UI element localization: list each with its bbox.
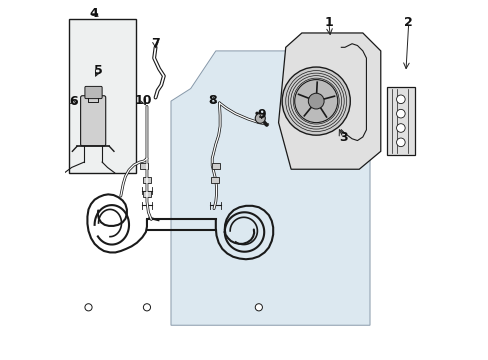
Circle shape: [282, 67, 349, 135]
Text: 6: 6: [69, 95, 77, 108]
Polygon shape: [278, 33, 380, 169]
FancyBboxPatch shape: [81, 96, 105, 146]
Text: 3: 3: [338, 131, 346, 144]
Text: 7: 7: [151, 37, 160, 50]
Circle shape: [255, 113, 265, 123]
FancyBboxPatch shape: [69, 19, 136, 173]
Text: 5: 5: [94, 64, 102, 77]
Text: 1: 1: [324, 16, 332, 29]
Bar: [210, 177, 219, 183]
Circle shape: [308, 93, 324, 109]
Text: 4: 4: [89, 7, 98, 20]
Text: 10: 10: [134, 94, 152, 107]
Bar: [142, 177, 151, 183]
Text: 2: 2: [404, 16, 412, 29]
Circle shape: [396, 95, 405, 104]
Circle shape: [396, 109, 405, 118]
Circle shape: [143, 304, 150, 311]
Text: 8: 8: [208, 94, 217, 107]
Circle shape: [85, 304, 92, 311]
Polygon shape: [386, 87, 414, 155]
Circle shape: [255, 304, 262, 311]
FancyBboxPatch shape: [85, 86, 102, 99]
Bar: [142, 192, 151, 197]
Polygon shape: [171, 51, 369, 325]
Circle shape: [396, 124, 405, 132]
Text: 9: 9: [257, 108, 265, 121]
Bar: [211, 163, 220, 168]
Circle shape: [294, 80, 337, 123]
Circle shape: [396, 138, 405, 147]
Bar: [140, 163, 148, 168]
